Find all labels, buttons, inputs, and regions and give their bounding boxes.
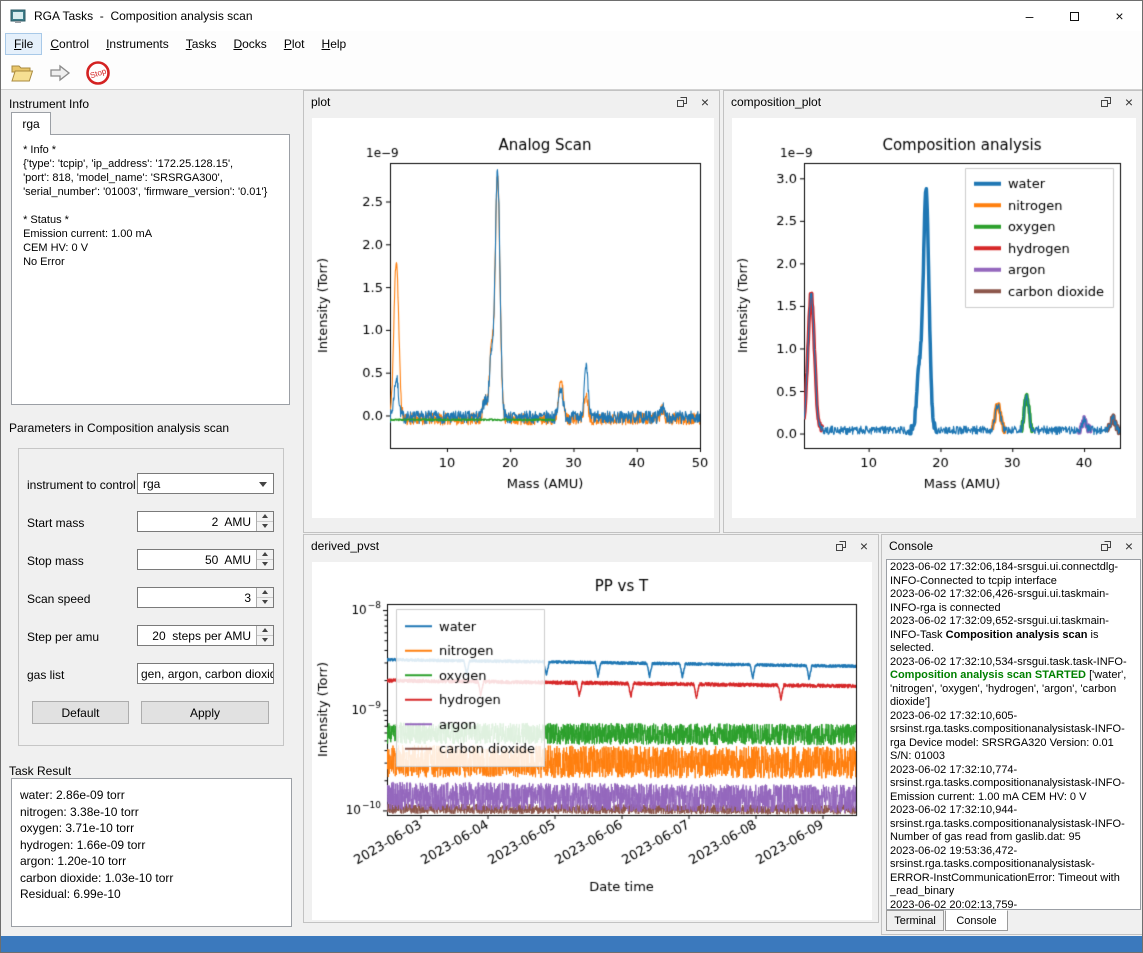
console-dock: Console × 2023-06-02 17:32:06,184-srsgui… [881,534,1142,935]
titlebar[interactable]: RGA Tasks - Composition analysis scan – … [1,1,1142,31]
console-dock-titlebar[interactable]: Console × [882,535,1142,556]
stop-mass-label: Stop mass [27,554,84,568]
chevron-down-icon [259,482,267,487]
instrument-combobox-value: rga [143,476,161,491]
spin-down-icon[interactable] [257,521,273,531]
gas-list-label: gas list [27,668,65,682]
console-log[interactable]: 2023-06-02 17:32:06,184-srsgui.ui.connec… [886,559,1141,910]
derived-pvst-dock-title: derived_pvst [311,538,380,553]
plot-dock-title: plot [311,94,331,109]
task-result-title: Task Result [9,764,72,778]
composition-plot-dock-title: composition_plot [731,94,822,109]
parameters-section-title: Parameters in Composition analysis scan [9,421,230,435]
run-task-button[interactable] [45,59,75,87]
tab-console[interactable]: Console [945,910,1008,931]
spin-down-icon[interactable] [257,597,273,607]
log-entry: 2023-06-02 17:32:10,944-srsinst.rga.task… [890,804,1125,843]
spin-up-icon[interactable] [257,512,273,522]
instrument-combobox[interactable]: rga [137,473,274,494]
toolbar: Stop [1,57,1142,90]
menu-file[interactable]: File [4,33,43,55]
close-icon[interactable]: × [700,93,710,110]
open-file-button[interactable] [7,59,37,87]
spin-up-icon[interactable] [257,626,273,636]
window-title: RGA Tasks - Composition analysis scan [34,9,253,23]
spin-down-icon[interactable] [257,559,273,569]
log-entry: 2023-06-02 19:53:36,472-srsinst.rga.task… [890,844,1120,898]
float-icon[interactable] [1099,539,1113,553]
window-accent-strip [1,936,1142,952]
log-entry: 2023-06-02 17:32:06,426-srsgui.ui.taskma… [890,588,1109,614]
plot-dock-titlebar[interactable]: plot × [304,91,719,112]
log-entry: 2023-06-02 17:32:10,534-srsgui.task.task… [890,655,1127,709]
gas-list-input[interactable]: gen, argon, carbon dioxide [137,663,274,684]
start-mass-spinbox[interactable]: 2 AMU [137,511,274,532]
app-icon [10,8,26,24]
spin-up-icon[interactable] [257,550,273,560]
log-entry: 2023-06-02 17:32:06,184-srsgui.ui.connec… [890,561,1119,587]
pp-vs-t-chart [312,562,872,920]
parameters-group [18,448,284,746]
derived-pvst-dock-titlebar[interactable]: derived_pvst × [304,535,878,556]
maximize-button[interactable] [1052,1,1097,31]
menu-help[interactable]: Help [321,37,347,51]
close-icon[interactable]: × [1124,93,1134,110]
menu-plot[interactable]: Plot [283,37,305,51]
float-icon[interactable] [834,539,848,553]
start-mass-label: Start mass [27,516,85,530]
stop-icon: Stop [86,61,110,85]
close-button[interactable]: × [1115,8,1124,24]
instrument-combo-label: instrument to control [27,478,136,492]
step-per-amu-label: Step per amu [27,630,100,644]
composition-plot-dock: composition_plot × [723,90,1142,533]
composition-analysis-chart [732,118,1136,518]
close-icon[interactable]: × [859,537,869,554]
menu-control[interactable]: Control [50,37,90,51]
instrument-info-box: * Info * {'type': 'tcpip', 'ip_address':… [11,134,290,405]
scan-speed-spinbox[interactable]: 3 [137,587,274,608]
tab-terminal[interactable]: Terminal [886,910,944,931]
log-entry: 2023-06-02 20:02:13,759-srsinst.rga.task… [890,898,1018,910]
spin-up-icon[interactable] [257,588,273,598]
derived-pvst-dock: derived_pvst × [303,534,879,923]
menu-instruments[interactable]: Instruments [106,37,169,51]
float-icon[interactable] [1099,95,1113,109]
task-result-box: water: 2.86e-09 torr nitrogen: 3.38e-10 … [11,778,292,927]
close-icon[interactable]: × [1124,537,1134,554]
minimize-button[interactable]: – [1025,8,1034,24]
menu-tasks[interactable]: Tasks [185,37,217,51]
analog-scan-chart [312,118,714,518]
menu-docks[interactable]: Docks [233,37,267,51]
log-entry: 2023-06-02 17:32:10,774-srsinst.rga.task… [890,763,1125,803]
maximize-icon [1070,11,1079,21]
instrument-info-dock-title[interactable]: Instrument Info [9,97,90,111]
spin-down-icon[interactable] [257,635,273,645]
folder-open-icon [11,65,34,82]
menubar: File Control Instruments Tasks Docks Plot Help [1,31,1142,57]
composition-plot-dock-titlebar[interactable]: composition_plot × [724,91,1142,112]
default-button[interactable]: Default [32,701,129,724]
run-arrow-icon [50,64,71,82]
scan-speed-label: Scan speed [27,592,91,606]
log-entry: 2023-06-02 17:32:09,652-srsgui.ui.taskma… [890,615,1109,654]
float-icon[interactable] [675,95,689,109]
stop-mass-spinbox[interactable]: 50 AMU [137,549,274,570]
step-per-amu-spinbox[interactable]: 20 steps per AMU [137,625,274,646]
stop-task-button[interactable]: Stop [83,59,113,87]
tab-rga[interactable]: rga [11,112,51,135]
apply-button[interactable]: Apply [141,701,269,724]
console-dock-title: Console [889,538,934,553]
log-entry: 2023-06-02 17:32:10,605-srsinst.rga.task… [890,709,1125,763]
plot-dock: plot × [303,90,720,533]
